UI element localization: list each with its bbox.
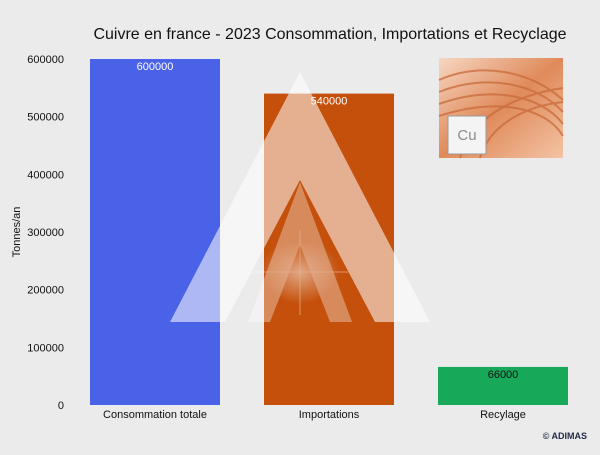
y-tick-label: 500000 [27, 112, 64, 124]
y-tick-label: 400000 [27, 169, 64, 181]
y-axis-ticks: 0 100000 200000 300000 400000 500000 600000 [27, 54, 64, 412]
x-axis-categories: Consommation totale Importations Recylage [103, 409, 526, 421]
bar-2 [438, 366, 568, 405]
credit-text: © ADIMAS [543, 431, 587, 441]
x-category-label: Consommation totale [103, 409, 207, 421]
data-label: 540000 [311, 96, 348, 108]
data-labels: 600000 540000 66000 [137, 61, 519, 381]
copper-element-tile [447, 115, 487, 155]
data-label: 600000 [137, 61, 174, 73]
x-category-label: Recylage [480, 409, 526, 421]
watermark-logo [170, 72, 430, 322]
y-tick-label: 200000 [27, 285, 64, 297]
y-tick-label: 300000 [27, 227, 64, 239]
x-category-label: Importations [299, 409, 360, 421]
bar-0 [90, 59, 220, 405]
y-tick-label: 600000 [27, 54, 64, 66]
y-axis-label: Tonnes/an [11, 207, 23, 258]
y-tick-label: 0 [58, 400, 64, 412]
chart-title: Cuivre en france - 2023 Consommation, Im… [93, 26, 566, 43]
data-label: 66000 [488, 369, 519, 381]
copper-wire-image: Cu [438, 58, 564, 159]
y-tick-label: 100000 [27, 342, 64, 354]
element-symbol: Cu [457, 127, 476, 144]
